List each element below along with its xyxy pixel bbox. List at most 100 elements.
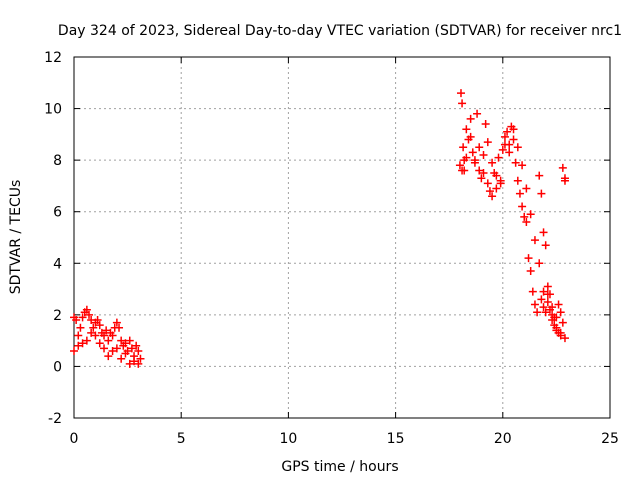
data-point	[70, 346, 78, 355]
data-point	[468, 148, 477, 157]
data-point	[483, 138, 492, 147]
data-point	[537, 295, 546, 304]
data-point	[115, 323, 124, 332]
data-point	[479, 150, 488, 159]
data-point	[560, 334, 569, 343]
data-point	[526, 267, 535, 276]
data-point	[72, 316, 81, 325]
data-point	[494, 153, 503, 162]
data-point	[458, 99, 467, 108]
data-point	[560, 174, 569, 183]
y-tick-label: -2	[48, 411, 62, 427]
data-point	[498, 145, 507, 154]
data-point	[518, 161, 527, 170]
data-point	[539, 228, 548, 237]
data-point	[548, 303, 557, 312]
y-tick-label: 12	[44, 50, 62, 66]
data-point	[475, 143, 484, 152]
data-point	[520, 212, 529, 221]
data-point	[466, 132, 475, 141]
data-point	[102, 326, 111, 335]
data-point	[473, 109, 482, 118]
y-tick-label: 2	[53, 308, 62, 324]
data-point	[95, 339, 104, 348]
x-tick-label: 5	[177, 431, 186, 447]
data-point	[462, 125, 471, 134]
data-point	[458, 166, 467, 175]
data-point	[95, 321, 104, 330]
x-tick-label: 25	[601, 431, 619, 447]
data-point	[117, 354, 126, 363]
data-point	[533, 308, 542, 317]
y-tick-label: 10	[44, 102, 62, 118]
data-point	[522, 184, 531, 193]
data-point	[89, 323, 98, 332]
x-tick-label: 15	[387, 431, 405, 447]
data-point	[505, 148, 514, 157]
data-point	[455, 161, 464, 170]
data-point	[104, 336, 113, 345]
data-point	[85, 310, 94, 319]
data-point	[112, 344, 121, 353]
data-point	[485, 187, 494, 196]
data-point	[488, 158, 497, 167]
data-point	[515, 189, 524, 198]
data-point	[112, 318, 121, 327]
data-point	[121, 339, 130, 348]
data-point	[509, 135, 518, 144]
y-tick-label: 8	[53, 153, 62, 169]
y-tick-label: 4	[53, 256, 62, 272]
data-point	[456, 89, 465, 98]
data-point	[127, 344, 136, 353]
data-point	[125, 359, 134, 368]
data-point	[535, 259, 544, 268]
data-point	[93, 316, 102, 325]
data-point	[492, 184, 501, 193]
data-point	[528, 287, 537, 296]
data-point	[121, 349, 130, 358]
data-point	[87, 328, 96, 337]
grid	[74, 57, 610, 418]
x-tick-label: 20	[494, 431, 512, 447]
data-point	[541, 241, 550, 250]
x-tick-label: 0	[70, 431, 79, 447]
data-point	[134, 359, 143, 368]
data-point	[539, 303, 548, 312]
data-point	[483, 179, 492, 188]
data-point	[511, 158, 520, 167]
data-point	[513, 143, 522, 152]
data-point	[475, 166, 484, 175]
data-point	[74, 331, 83, 340]
data-point	[466, 114, 475, 123]
data-point	[535, 171, 544, 180]
data-point	[541, 308, 550, 317]
data-point	[543, 297, 552, 306]
data-point	[108, 331, 117, 340]
y-axis-label: SDTVAR / TECUs	[8, 180, 24, 295]
data-point	[530, 236, 539, 245]
data-point	[91, 331, 100, 340]
axis-ticks: 0 5 10 15 20 25 -2 0 2 4 6 8 10 12	[44, 50, 619, 447]
data-point	[134, 346, 143, 355]
data-points	[70, 89, 569, 368]
data-point	[82, 305, 91, 314]
data-point	[76, 323, 85, 332]
data-point	[539, 287, 548, 296]
data-point	[509, 125, 518, 134]
data-point	[556, 308, 565, 317]
data-point	[100, 344, 109, 353]
data-point	[526, 210, 535, 219]
data-point	[558, 318, 567, 327]
chart-title: Day 324 of 2023, Sidereal Day-to-day VTE…	[58, 23, 622, 39]
data-point	[556, 331, 565, 340]
data-point	[78, 313, 87, 322]
data-point	[513, 176, 522, 185]
data-point	[125, 336, 134, 345]
data-point	[104, 352, 113, 361]
data-point	[558, 163, 567, 172]
data-point	[78, 339, 87, 348]
data-point	[470, 156, 479, 165]
data-point	[82, 336, 91, 345]
data-point	[479, 169, 488, 178]
